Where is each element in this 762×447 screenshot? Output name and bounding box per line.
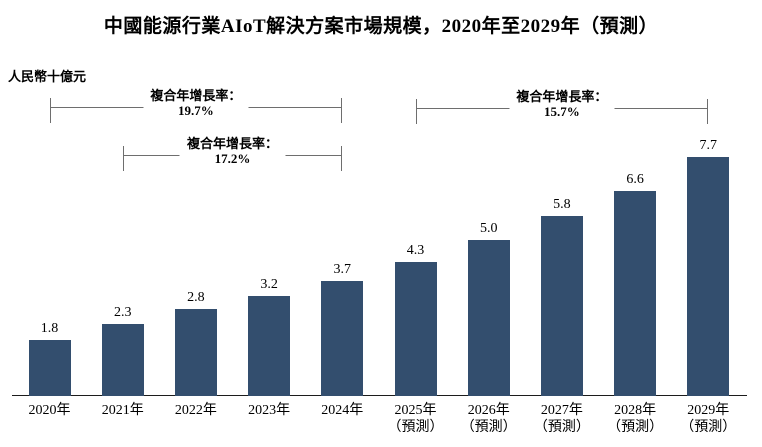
cagr-label: 複合年增長率： 15.7% <box>509 89 615 119</box>
cagr-bracket-right-tick <box>707 99 709 124</box>
x-tick-label: 2020年 <box>13 402 87 419</box>
cagr-label-value: 17.2% <box>214 151 251 166</box>
x-tick-label: 2029年 （預測） <box>671 402 745 436</box>
cagr-bracket-left-tick <box>415 99 417 124</box>
x-tick-label: 2028年 （預測） <box>598 402 672 436</box>
bar-2025年 <box>394 262 437 396</box>
bar-value-label: 3.7 <box>333 262 352 277</box>
cagr-label-text: 複合年增長率： <box>516 89 608 104</box>
x-tick-year: 2025年 <box>394 403 437 418</box>
cagr-label: 複合年增長率： 19.7% <box>143 88 249 118</box>
x-tick-year: 2023年 <box>248 403 291 418</box>
x-tick-year: 2029年 <box>687 403 730 418</box>
x-tick-year: 2020年 <box>28 403 71 418</box>
x-tick-label: 2022年 <box>159 402 233 419</box>
cagr-label-value: 19.7% <box>178 103 214 118</box>
bar-value-label: 6.6 <box>626 172 644 187</box>
bar-2028年 <box>614 191 657 396</box>
bar-2023年 <box>248 296 291 396</box>
bar-2020年 <box>28 340 71 396</box>
x-tick-year: 2026年 <box>467 403 510 418</box>
bar-2027年 <box>540 216 583 396</box>
bar-value-label: 3.2 <box>260 277 278 292</box>
bar-2024年 <box>321 281 364 396</box>
x-tick-forecast-note: （預測） <box>387 420 444 435</box>
cagr-label: 複合年增長率： 17.2% <box>179 136 285 166</box>
x-tick-forecast-note: （預測） <box>460 420 517 435</box>
cagr-bracket-17.2%: 複合年增長率： 17.2% <box>122 136 343 171</box>
x-tick-forecast-note: （預測） <box>607 420 664 435</box>
x-tick-label: 2026年 （預測） <box>452 402 526 436</box>
cagr-bracket-right-tick <box>341 98 343 123</box>
cagr-bracket-left-tick <box>122 146 124 171</box>
cagr-bracket-19.7%: 複合年增長率： 19.7% <box>49 88 343 123</box>
x-tick-forecast-note: （預測） <box>680 420 737 435</box>
bar-value-label: 5.0 <box>479 221 498 236</box>
bar-value-label: 2.8 <box>187 290 205 305</box>
cagr-label-text: 複合年增長率： <box>150 88 242 103</box>
chart-title: 中國能源行業AIoT解決方案市場規模，2020年至2029年（預測） <box>103 16 659 37</box>
cagr-bracket-right-tick <box>341 146 343 171</box>
x-tick-year: 2021年 <box>101 403 144 418</box>
bar-value-label: 5.8 <box>553 197 571 212</box>
x-tick-forecast-note: （預測） <box>533 420 590 435</box>
bar-2022年 <box>174 309 217 396</box>
x-tick-label: 2021年 <box>86 402 160 419</box>
bar-value-label: 2.3 <box>113 305 132 320</box>
x-tick-label: 2025年 （預測） <box>379 402 453 436</box>
cagr-label-text: 複合年增長率： <box>186 136 278 151</box>
bar-2021年 <box>101 324 144 396</box>
bar-2026年 <box>467 240 510 396</box>
x-tick-year: 2024年 <box>321 403 364 418</box>
x-tick-year: 2027年 <box>540 403 583 418</box>
bar-value-label: 7.7 <box>699 138 718 153</box>
bar-2029年 <box>687 157 730 396</box>
cagr-bracket-15.7%: 複合年增長率： 15.7% <box>415 89 709 124</box>
bar-value-label: 1.8 <box>40 321 59 336</box>
x-tick-label: 2027年 （預測） <box>525 402 599 436</box>
x-axis-line <box>12 395 747 396</box>
x-tick-label: 2023年 <box>232 402 306 419</box>
x-tick-year: 2028年 <box>614 403 657 418</box>
x-tick-year: 2022年 <box>174 403 217 418</box>
bar-value-label: 4.3 <box>406 243 425 258</box>
y-axis-unit-label: 人民幣十億元 <box>8 69 87 84</box>
x-tick-label: 2024年 <box>305 402 379 419</box>
cagr-label-value: 15.7% <box>544 104 580 119</box>
cagr-bracket-left-tick <box>49 98 51 123</box>
